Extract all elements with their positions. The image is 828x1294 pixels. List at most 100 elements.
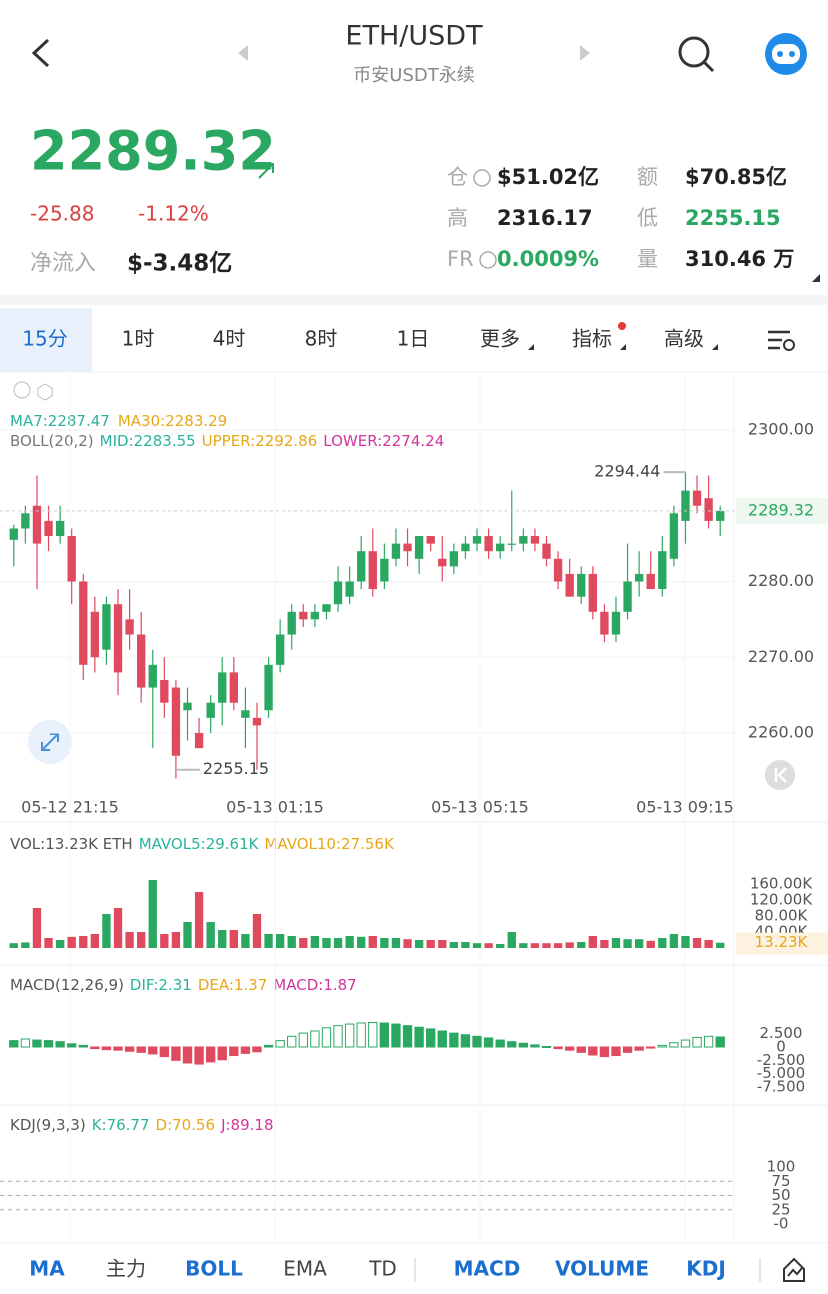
stat-label: 仓	[447, 165, 468, 189]
candle-body	[125, 619, 134, 635]
macd-bar	[124, 1046, 135, 1052]
candle-body	[438, 558, 447, 567]
volume-bar	[461, 942, 470, 948]
volume-bar	[32, 908, 42, 948]
prev-symbol[interactable]	[238, 45, 248, 61]
volume-bar	[9, 943, 18, 948]
kdj-tick-label: 50	[771, 1186, 790, 1204]
draw-tool[interactable]	[783, 1257, 805, 1282]
assistant-avatar[interactable]	[765, 33, 807, 75]
candle-body	[449, 551, 459, 567]
dea: DEA:1.37	[198, 976, 267, 994]
volume-bar	[588, 936, 597, 948]
indicator-button[interactable]: VOLUME	[555, 1257, 649, 1281]
volume-bar	[206, 922, 215, 948]
candle-body	[183, 702, 192, 711]
dropdown-marker	[712, 344, 718, 350]
timeframe-tab[interactable]: 1时	[122, 327, 155, 351]
macd-bar	[217, 1046, 227, 1061]
macd-legend: MACD(12,26,9) DIF:2.31 DEA:1.37 MACD:1.87	[10, 976, 357, 994]
volume-bar	[484, 943, 493, 948]
stats-expand[interactable]	[812, 274, 820, 282]
kdj-legend: KDJ(9,3,3) K:76.77 D:70.56 J:89.18	[10, 1116, 274, 1134]
price-change: -25.88	[30, 202, 94, 226]
indicator-button[interactable]: KDJ	[686, 1257, 726, 1281]
volume-bar	[704, 940, 713, 948]
volume-bar	[681, 936, 690, 948]
timeframe-tab[interactable]: 15分	[22, 327, 67, 351]
macd-bar	[634, 1046, 644, 1051]
candle-body	[333, 581, 343, 605]
macd-bar	[101, 1046, 112, 1051]
macd-bar	[298, 1032, 308, 1048]
timeframe-tab[interactable]: 指标	[572, 327, 612, 351]
indicator-button[interactable]: MACD	[454, 1257, 521, 1281]
macd-bar	[530, 1044, 540, 1048]
indicator-button[interactable]: TD	[368, 1257, 397, 1281]
timeframe-tab[interactable]: 8时	[305, 327, 338, 351]
indicator-button[interactable]: BOLL	[185, 1257, 243, 1281]
indicator-button[interactable]: EMA	[283, 1257, 327, 1281]
stat-label: 额	[637, 165, 658, 189]
timeframe-tab[interactable]: 1日	[397, 327, 430, 351]
symbol-title: ETH/USDT	[345, 21, 483, 52]
macd-bar	[263, 1044, 274, 1048]
indicator-button[interactable]: MA	[29, 1257, 65, 1281]
macd-bar	[171, 1046, 181, 1061]
macd-bar	[541, 1045, 552, 1048]
macd-bar	[518, 1042, 529, 1048]
netflow-label: 净流入	[30, 251, 96, 276]
boll-lower: LOWER:2274.24	[323, 432, 444, 450]
expand-button[interactable]	[28, 720, 72, 764]
candle-body	[9, 528, 18, 540]
macd-bar	[460, 1034, 471, 1048]
candle-body	[206, 702, 215, 718]
search-button[interactable]	[678, 36, 715, 73]
info-icon	[473, 169, 491, 187]
candle-body	[67, 536, 76, 582]
price-tick-label: 2280.00	[748, 571, 814, 590]
volume-bar	[241, 934, 250, 948]
volume-bar	[496, 944, 505, 948]
indicator-button[interactable]: 主力	[106, 1257, 146, 1281]
candle-body	[553, 558, 563, 582]
boll-mid: MID:2283.55	[100, 432, 196, 450]
latest-button[interactable]	[765, 760, 795, 790]
back-button[interactable]	[31, 38, 50, 68]
kdj-tick-label: 25	[771, 1200, 790, 1218]
timeframe-tab[interactable]: 更多	[480, 327, 520, 351]
macd-bar	[483, 1037, 494, 1048]
volume-bar	[414, 940, 424, 948]
volume-bar	[310, 936, 320, 948]
last-price: 2289.32	[30, 120, 276, 183]
macd-bar	[287, 1035, 297, 1048]
volume-bar	[345, 936, 354, 948]
volume-tick-label: 120.00K	[750, 891, 813, 909]
next-symbol[interactable]	[580, 45, 590, 61]
candle-body	[148, 664, 157, 688]
volume-bar	[530, 943, 540, 948]
volume-bar	[67, 936, 76, 948]
settings-button[interactable]	[768, 330, 795, 351]
volume-bar	[44, 938, 53, 948]
candle-body	[391, 543, 401, 559]
volume-bar	[113, 908, 123, 948]
tab-selected-bg	[0, 308, 92, 372]
ma7: MA7:2287.47	[10, 412, 110, 430]
volume-bar	[148, 880, 157, 948]
chart-tools[interactable]	[13, 381, 53, 401]
timeframe-tab[interactable]: 4时	[213, 327, 246, 351]
candle-body	[380, 558, 389, 582]
stat-label: 高	[447, 206, 468, 230]
macd-bar	[669, 1042, 679, 1048]
candle-body	[113, 604, 123, 673]
candle-body	[403, 543, 412, 552]
candle-body	[426, 536, 435, 544]
macd-bar	[344, 1023, 355, 1048]
candle-body	[357, 551, 366, 582]
macd-bar	[622, 1046, 633, 1053]
macd-bar	[67, 1043, 77, 1048]
timeframe-tab[interactable]: 高级	[664, 327, 704, 351]
